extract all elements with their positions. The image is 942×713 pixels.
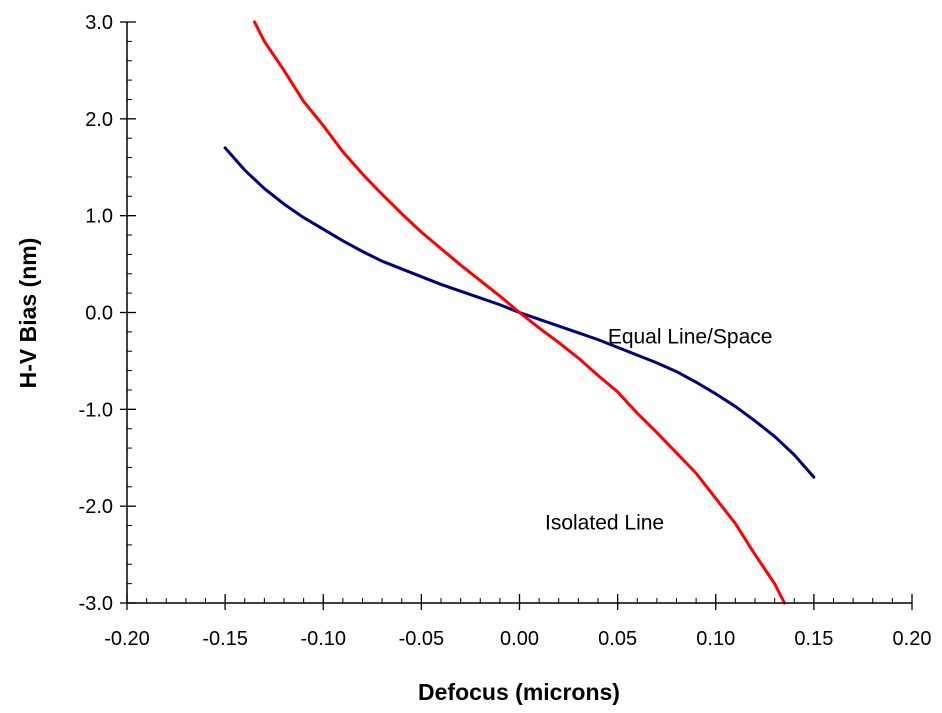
x-tick-label: 0.20	[893, 628, 932, 650]
x-tick-label: -0.10	[300, 628, 346, 650]
major-ticks	[120, 21, 913, 610]
y-axis-title: H-V Bias (nm)	[15, 238, 41, 389]
y-tick-label: -3.0	[79, 593, 113, 615]
annotations: Equal Line/Space Isolated Line	[545, 326, 772, 535]
y-tick-label: 1.0	[85, 206, 113, 228]
y-tick-labels: -3.0 -2.0 -1.0 0.0 1.0 2.0 3.0	[79, 12, 113, 615]
x-tick-label: -0.05	[399, 628, 445, 650]
annotation-equal-line-space: Equal Line/Space	[608, 326, 773, 349]
x-tick-label: 0.10	[696, 628, 735, 650]
x-tick-label: -0.15	[202, 628, 248, 650]
x-axis-title: Defocus (microns)	[418, 679, 620, 705]
x-tick-label: 0.05	[598, 628, 637, 650]
y-tick-label: 3.0	[85, 12, 113, 34]
series-line-isolated-line	[253, 20, 786, 605]
y-tick-label: 0.0	[85, 303, 113, 325]
x-tick-label: 0.00	[500, 628, 539, 650]
y-tick-label: -2.0	[79, 496, 113, 518]
x-tick-labels: -0.20 -0.15 -0.10 -0.05 0.00 0.05 0.10 0.15 0.20	[104, 628, 931, 650]
x-tick-label: -0.20	[104, 628, 150, 650]
y-tick-label: 2.0	[85, 109, 113, 131]
annotation-isolated-line: Isolated Line	[545, 512, 664, 535]
x-tick-label: 0.15	[794, 628, 833, 650]
series-layer	[223, 20, 816, 605]
y-tick-label: -1.0	[79, 399, 113, 421]
